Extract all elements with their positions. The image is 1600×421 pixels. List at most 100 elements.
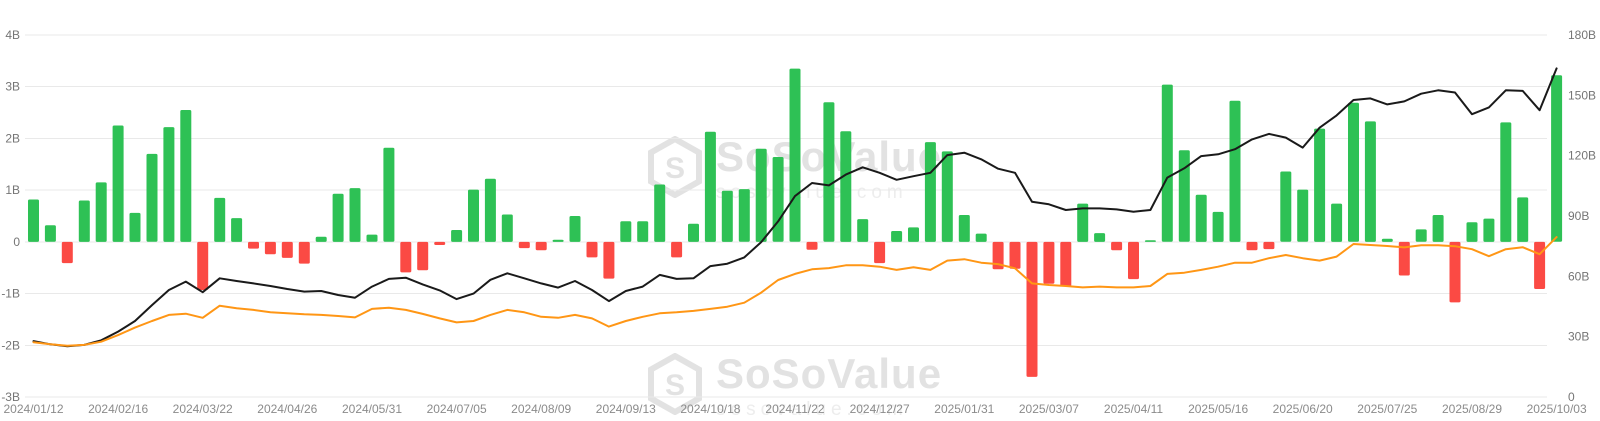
flow-bar[interactable] bbox=[772, 157, 784, 242]
flow-bar[interactable] bbox=[1500, 122, 1512, 242]
flow-bar[interactable] bbox=[95, 182, 107, 242]
flow-bar[interactable] bbox=[908, 227, 919, 242]
flow-bar[interactable] bbox=[400, 241, 412, 273]
flow-bar[interactable] bbox=[1026, 241, 1038, 377]
flow-bar[interactable] bbox=[383, 147, 395, 242]
flow-bar[interactable] bbox=[78, 200, 90, 242]
x-tick-label: 2024/09/13 bbox=[596, 402, 656, 416]
flow-bar[interactable] bbox=[1415, 229, 1427, 242]
flow-bar[interactable] bbox=[789, 68, 801, 242]
flow-bar[interactable] bbox=[704, 131, 716, 242]
flow-bar[interactable] bbox=[1212, 211, 1224, 242]
x-tick-label: 2025/01/31 bbox=[934, 402, 994, 416]
flow-bar[interactable] bbox=[671, 241, 683, 258]
flow-bar[interactable] bbox=[61, 241, 73, 264]
flow-bar[interactable] bbox=[654, 184, 666, 242]
flow-bar[interactable] bbox=[1060, 241, 1072, 287]
x-tick-label: 2024/12/27 bbox=[850, 402, 910, 416]
flow-bar[interactable] bbox=[501, 214, 513, 242]
flow-bar[interactable] bbox=[349, 188, 361, 242]
x-tick-label: 2024/07/05 bbox=[427, 402, 487, 416]
flow-bar[interactable] bbox=[1178, 150, 1190, 242]
flow-bar[interactable] bbox=[44, 225, 56, 242]
flow-bar[interactable] bbox=[1229, 100, 1241, 242]
flow-bar[interactable] bbox=[1111, 241, 1123, 251]
flow-bar[interactable] bbox=[806, 241, 818, 250]
flow-bar[interactable] bbox=[417, 241, 429, 271]
flow-bar[interactable] bbox=[281, 241, 293, 258]
flow-bar[interactable] bbox=[1161, 84, 1173, 242]
flow-bar[interactable] bbox=[755, 148, 767, 242]
flow-bar[interactable] bbox=[1314, 128, 1326, 242]
y-tick-label-left: 3B bbox=[5, 80, 20, 94]
flow-bar[interactable] bbox=[958, 215, 970, 242]
flow-bar[interactable] bbox=[1297, 189, 1309, 242]
flow-bar[interactable] bbox=[1364, 121, 1376, 242]
flow-bar[interactable] bbox=[180, 110, 192, 242]
flow-bar[interactable] bbox=[1348, 102, 1359, 242]
x-tick-label: 2025/03/07 bbox=[1019, 402, 1079, 416]
flow-bar[interactable] bbox=[451, 230, 463, 242]
flow-bar[interactable] bbox=[1246, 241, 1258, 251]
y-tick-label-left: 4B bbox=[5, 28, 20, 42]
flow-bar[interactable] bbox=[1195, 194, 1207, 242]
flow-bar[interactable] bbox=[484, 178, 496, 242]
flow-bar[interactable] bbox=[975, 233, 987, 242]
flow-bar[interactable] bbox=[620, 221, 632, 242]
flow-bar[interactable] bbox=[721, 190, 733, 242]
flow-bar[interactable] bbox=[637, 221, 649, 242]
flow-bar[interactable] bbox=[1144, 240, 1156, 242]
flow-bar[interactable] bbox=[248, 241, 259, 249]
flow-bar[interactable] bbox=[552, 239, 564, 242]
flow-bar[interactable] bbox=[857, 219, 869, 242]
flow-bar[interactable] bbox=[535, 241, 547, 251]
flow-bar[interactable] bbox=[891, 231, 903, 242]
flow-bar[interactable] bbox=[163, 127, 175, 242]
flow-bar[interactable] bbox=[1381, 238, 1393, 242]
flow-bar[interactable] bbox=[146, 153, 158, 242]
flow-bar[interactable] bbox=[468, 189, 479, 242]
flow-bar[interactable] bbox=[315, 236, 327, 242]
flow-bar[interactable] bbox=[28, 199, 39, 242]
flow-bar[interactable] bbox=[112, 125, 124, 242]
flow-bar[interactable] bbox=[840, 131, 852, 242]
flow-bar[interactable] bbox=[569, 216, 581, 242]
flow-bar[interactable] bbox=[1077, 203, 1089, 242]
flow-bar[interactable] bbox=[214, 197, 226, 242]
flow-bar[interactable] bbox=[366, 234, 378, 242]
flow-bar[interactable] bbox=[1466, 222, 1478, 242]
flow-bar[interactable] bbox=[298, 241, 310, 264]
flow-bar[interactable] bbox=[1517, 197, 1529, 242]
flow-bar[interactable] bbox=[518, 241, 530, 249]
flow-bar[interactable] bbox=[586, 241, 598, 258]
flow-bar[interactable] bbox=[1094, 233, 1106, 242]
flow-bar[interactable] bbox=[1551, 75, 1563, 242]
flow-bar[interactable] bbox=[1263, 241, 1275, 250]
flow-bar[interactable] bbox=[738, 189, 750, 242]
flow-bar[interactable] bbox=[1280, 171, 1292, 242]
flow-bar[interactable] bbox=[874, 241, 886, 264]
flow-bar[interactable] bbox=[332, 193, 344, 242]
flow-bar[interactable] bbox=[264, 241, 276, 255]
y-tick-label-left: -3B bbox=[1, 390, 20, 404]
x-tick-label: 2024/10/18 bbox=[680, 402, 740, 416]
flow-bar[interactable] bbox=[924, 142, 936, 242]
flow-bar[interactable] bbox=[231, 218, 243, 242]
flow-bar[interactable] bbox=[434, 241, 446, 245]
flow-bar[interactable] bbox=[941, 151, 953, 242]
flow-bar[interactable] bbox=[688, 223, 699, 242]
flow-bar[interactable] bbox=[1128, 241, 1139, 280]
flow-bar[interactable] bbox=[1398, 241, 1410, 276]
flow-bar[interactable] bbox=[1009, 241, 1021, 269]
flow-bar[interactable] bbox=[603, 241, 615, 279]
y-tick-label-left: 1B bbox=[5, 183, 20, 197]
flow-bar[interactable] bbox=[1432, 215, 1444, 242]
flow-bar[interactable] bbox=[992, 241, 1004, 270]
flow-bar[interactable] bbox=[823, 102, 835, 242]
flow-bar[interactable] bbox=[197, 241, 209, 290]
flow-bar[interactable] bbox=[1331, 203, 1343, 242]
flow-bar[interactable] bbox=[1449, 241, 1461, 303]
flow-bar[interactable] bbox=[129, 212, 141, 242]
flow-bar[interactable] bbox=[1043, 241, 1055, 284]
flow-bar[interactable] bbox=[1483, 218, 1495, 242]
